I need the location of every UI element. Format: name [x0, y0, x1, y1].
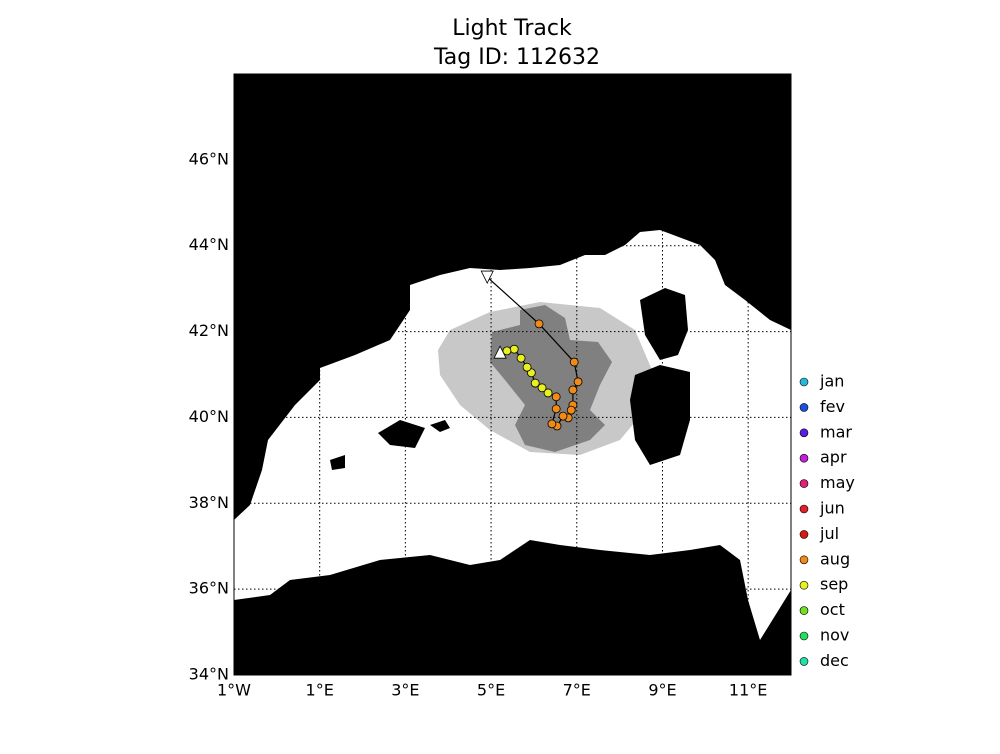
legend-label: mar	[820, 422, 852, 441]
ibiza	[330, 455, 345, 470]
legend-swatch	[799, 403, 809, 412]
x-tick-label: 11°E	[729, 681, 767, 700]
x-tick-label: 9°E	[648, 681, 676, 700]
track-point	[558, 411, 568, 421]
legend-swatch	[799, 657, 809, 666]
track-point	[537, 383, 547, 393]
legend-label: jun	[819, 499, 845, 518]
legend-label: jul	[819, 524, 839, 543]
title: Light Track	[452, 16, 572, 41]
x-tick-label: 3°E	[391, 681, 419, 700]
legend-swatch	[799, 530, 809, 539]
legend-label: apr	[820, 448, 847, 467]
x-tick-label: 1°E	[306, 681, 334, 700]
x-tick-label: 1°W	[217, 681, 251, 700]
track-point	[522, 362, 532, 372]
legend-label: sep	[820, 575, 848, 594]
corsica	[640, 288, 688, 360]
legend-label: fev	[820, 397, 845, 416]
legend-swatch	[799, 377, 809, 387]
legend-label: may	[820, 473, 855, 492]
track-point	[551, 404, 561, 414]
y-tick-label: 38°N	[189, 493, 229, 512]
track-point	[502, 346, 512, 356]
track-point	[516, 353, 526, 363]
track-line	[486, 276, 579, 427]
subtitle: Tag ID: 112632	[433, 45, 600, 70]
track-point	[568, 385, 578, 395]
legend-label: oct	[820, 600, 845, 619]
legend-swatch	[799, 453, 809, 463]
end-marker	[493, 345, 507, 359]
track-point	[534, 319, 544, 329]
y-tick-label: 46°N	[189, 149, 229, 168]
y-tick-label: 42°N	[189, 321, 229, 340]
track-point	[551, 392, 561, 402]
track-point	[569, 357, 579, 367]
x-tick-label: 5°E	[477, 681, 505, 700]
x-tick-label: 7°E	[563, 681, 591, 700]
legend-label: dec	[820, 651, 849, 670]
map	[234, 74, 791, 675]
track-point	[566, 405, 576, 415]
legend-label: aug	[820, 549, 850, 568]
legend-swatch	[799, 580, 809, 590]
probability-area-inner	[490, 305, 612, 452]
y-tick-label: 34°N	[189, 665, 229, 684]
track-point	[543, 388, 553, 398]
y-tick-label: 44°N	[189, 235, 229, 254]
track-point	[547, 419, 557, 429]
y-tick-label: 40°N	[189, 407, 229, 426]
legend-label: jan	[819, 372, 844, 391]
track-point	[573, 377, 583, 387]
sardinia	[630, 365, 690, 465]
mallorca	[378, 420, 425, 448]
legend-swatch	[799, 479, 809, 488]
start-marker	[480, 270, 494, 284]
track-point	[530, 378, 540, 388]
map-frame	[233, 73, 792, 676]
legend-swatch	[799, 428, 809, 438]
menorca	[430, 420, 450, 432]
legend-label: nov	[820, 626, 849, 645]
legend-swatch	[799, 631, 809, 641]
legend-swatch	[799, 606, 809, 615]
y-tick-label: 36°N	[189, 579, 229, 598]
legend-swatch	[799, 555, 809, 565]
legend-swatch	[799, 504, 809, 514]
track-point	[509, 344, 519, 354]
